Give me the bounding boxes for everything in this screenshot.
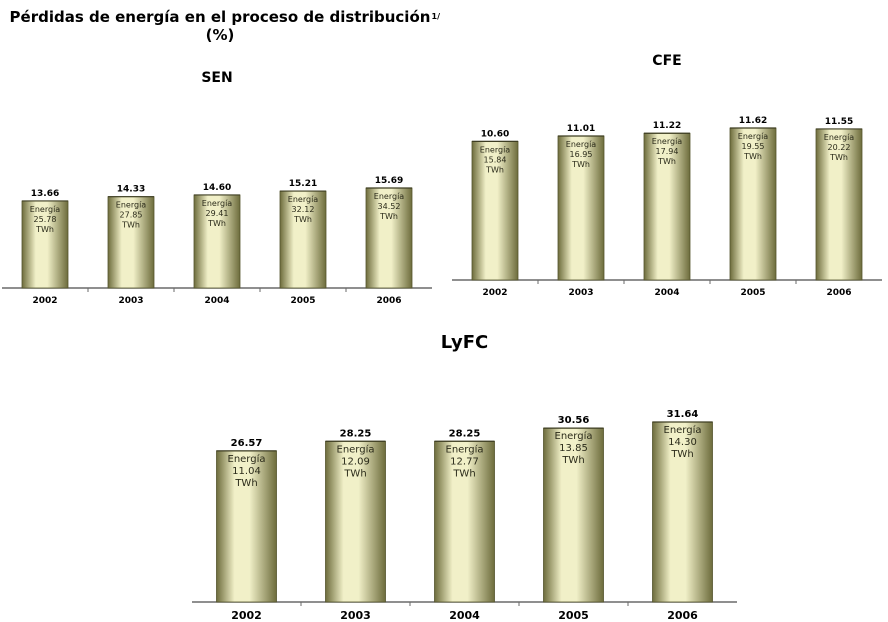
chart-title: CFE [652,53,681,69]
bar-inner-label: 32.12 [292,205,315,214]
bar-inner-label: TWh [657,157,676,166]
bar-inner-label: TWh [121,221,140,230]
bar-inner-label: 34.52 [378,202,401,211]
bar-inner-label: Energía [228,453,266,465]
bar-inner-label: 11.04 [232,466,261,477]
bar-inner-label: Energía [664,424,702,436]
data-label: 26.57 [231,438,263,449]
data-label: 31.64 [667,409,699,420]
title-line-1: Pérdidas de energía en el proceso de dis… [9,8,431,26]
title-line-2: (%) [205,26,235,44]
category-label: 2006 [826,288,851,298]
category-label: 2002 [482,288,507,298]
bar-inner-label: 19.55 [742,142,765,151]
data-label: 30.56 [558,415,590,426]
data-label: 11.22 [653,121,681,131]
bar-inner-label: Energía [288,195,318,204]
category-label: 2005 [290,296,315,306]
data-label: 13.66 [31,189,59,199]
bar-inner-label: TWh [234,478,257,489]
bar [652,421,713,603]
bar [543,427,604,603]
data-label: 14.60 [203,183,231,193]
category-label: 2002 [231,609,262,622]
bar-inner-label: 29.41 [206,209,229,218]
bar [557,135,605,281]
bar-inner-label: TWh [561,455,584,466]
bar-inner-label: Energía [566,140,596,149]
bar-inner-label: Energía [116,201,146,210]
bar-inner-label: 14.30 [668,437,697,448]
chart-title: LyFC [441,332,489,353]
bar [729,127,777,281]
bar-inner-label: 12.77 [450,456,479,467]
bar-inner-label: TWh [670,449,693,460]
bar-inner-label: Energía [202,199,232,208]
bar-inner-label: TWh [207,219,226,228]
bar-inner-label: 27.85 [120,211,143,220]
bar-inner-label: TWh [343,468,366,479]
data-label: 11.55 [825,117,853,127]
chart-sen: SEN13.662002Energía25.78TWh14.332003Ener… [2,70,432,306]
bar-inner-label: Energía [738,132,768,141]
bar-inner-label: Energía [480,145,510,154]
category-label: 2005 [558,609,589,622]
bar [21,200,69,289]
bar-inner-label: TWh [485,165,504,174]
bar-inner-label: TWh [293,215,312,224]
bar-inner-label: 17.94 [656,147,679,156]
data-label: 10.60 [481,129,509,139]
bar-inner-label: Energía [30,205,60,214]
data-label: 28.25 [449,428,481,439]
chart-cfe: CFE10.602002Energía15.84TWh11.012003Ener… [452,53,882,298]
bar [434,440,495,603]
data-label: 14.33 [117,185,145,195]
category-label: 2006 [376,296,401,306]
data-label: 15.69 [375,176,403,186]
category-label: 2005 [740,288,765,298]
bar-inner-label: Energía [824,133,854,142]
data-label: 11.62 [739,116,767,126]
bar-inner-label: 16.95 [570,150,593,159]
bar-inner-label: TWh [379,212,398,221]
bar-inner-label: Energía [446,443,484,455]
page-title: Pérdidas de energía en el proceso de dis… [0,8,440,44]
category-label: 2003 [340,609,371,622]
bar-inner-label: TWh [829,153,848,162]
data-label: 11.01 [567,124,595,134]
chart-lyfc: LyFC26.572002Energía11.04TWh28.252003Ene… [192,332,737,622]
bar-inner-label: TWh [35,225,54,234]
bar-inner-label: 15.84 [484,155,507,164]
category-label: 2004 [654,288,679,298]
bar-inner-label: Energía [652,137,682,146]
bar [643,132,691,281]
bar-inner-label: 20.22 [828,143,851,152]
bar [815,128,863,281]
data-label: 28.25 [340,428,372,439]
bar-inner-label: Energía [337,443,375,455]
bar-inner-label: 25.78 [34,215,57,224]
category-label: 2002 [32,296,57,306]
bar-inner-label: TWh [743,152,762,161]
category-label: 2003 [118,296,143,306]
bar-inner-label: 12.09 [341,456,370,467]
bar-inner-label: TWh [452,468,475,479]
bar-inner-label: Energía [374,192,404,201]
category-label: 2003 [568,288,593,298]
data-label: 15.21 [289,179,317,189]
bar-inner-label: 13.85 [559,443,588,454]
bar-inner-label: TWh [571,160,590,169]
bar-inner-label: Energía [555,430,593,442]
footnote-marker: 1/ [431,12,441,21]
bar [365,187,413,289]
category-label: 2004 [449,609,480,622]
chart-title: SEN [201,70,232,86]
category-label: 2006 [667,609,698,622]
bar [279,190,327,289]
category-label: 2004 [204,296,229,306]
